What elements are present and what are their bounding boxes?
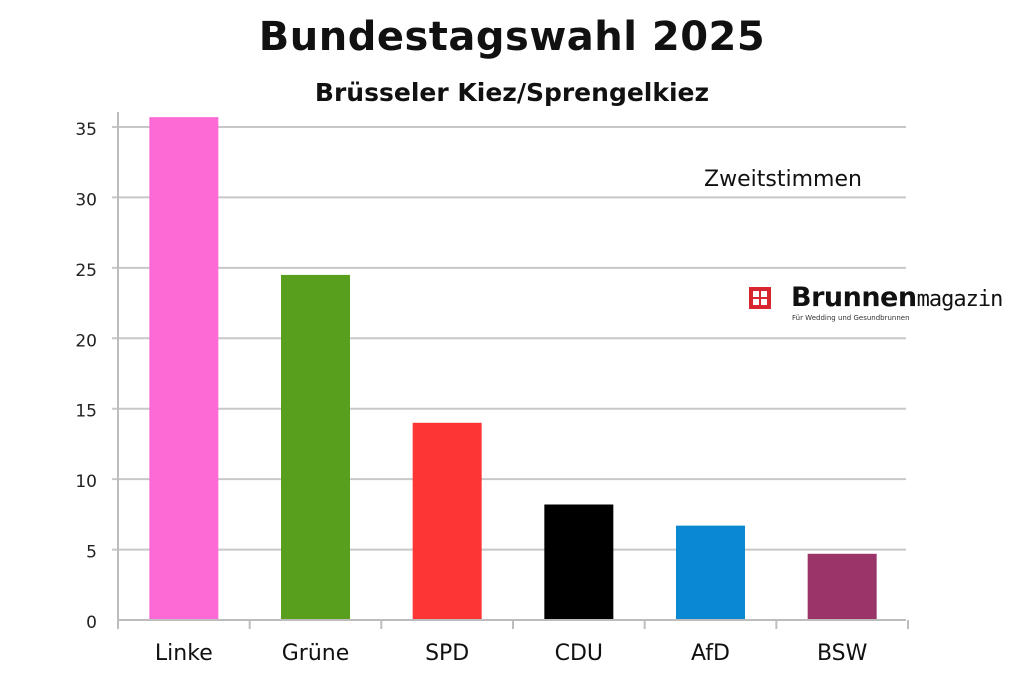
annotation-zweitstimmen: Zweitstimmen	[704, 167, 862, 192]
chart-title: Bundestagswahl 2025	[258, 14, 766, 60]
bar-cdu	[544, 504, 614, 620]
chart-subtitle: Brüsseler Kiez/Sprengelkiez	[314, 78, 710, 107]
y-tick-label-0: 0	[86, 613, 97, 633]
bar-afd	[676, 525, 745, 620]
logo-window-icon	[749, 287, 771, 309]
y-tick-label-25: 25	[75, 261, 97, 281]
y-tick-label-20: 20	[75, 331, 97, 351]
logo-word-light: magazin	[916, 287, 1004, 312]
logo-tagline: Für Wedding und Gesundbrunnen	[792, 314, 910, 322]
bar-grüne	[281, 274, 350, 620]
x-label-linke: Linke	[155, 641, 213, 666]
grid-lines	[112, 126, 906, 551]
y-tick-label-15: 15	[75, 402, 97, 422]
x-label-spd: SPD	[425, 641, 469, 666]
bar-bsw	[807, 553, 877, 620]
y-tick-label-35: 35	[75, 120, 97, 140]
y-tick-label-30: 30	[75, 190, 97, 210]
bar-linke	[149, 117, 219, 620]
x-label-cdu: CDU	[555, 641, 603, 666]
brunnenmagazin-logo: Brunnenmagazin Für Wedding und Gesundbru…	[749, 282, 1003, 324]
x-label-bsw: BSW	[817, 641, 868, 666]
y-tick-label-10: 10	[75, 472, 97, 492]
logo-word-bold: Brunnen	[791, 282, 917, 313]
x-label-afd: AfD	[691, 641, 730, 666]
x-axis-labels: Linke Grüne SPD CDU AfD BSW	[155, 641, 868, 666]
bars	[149, 117, 877, 620]
axes	[117, 112, 909, 629]
x-label-grüne: Grüne	[282, 641, 350, 666]
y-tick-label-5: 5	[86, 543, 97, 563]
bar-spd	[412, 422, 482, 620]
y-axis-ticks: 0 5 10 15 20 25 30 35	[75, 120, 97, 633]
